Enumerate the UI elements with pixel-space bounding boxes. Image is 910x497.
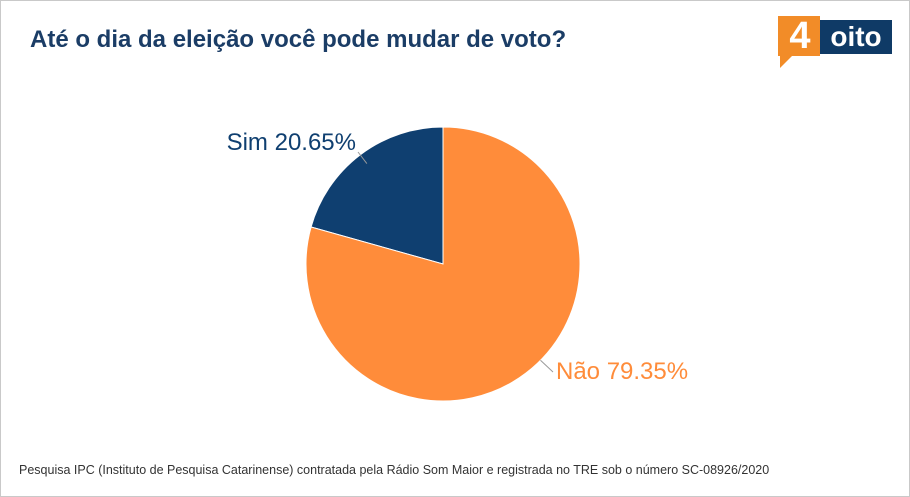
chart-title: Até o dia da eleição você pode mudar de … bbox=[30, 26, 567, 53]
leader-line-nao bbox=[540, 359, 554, 373]
logo-tile bbox=[778, 16, 820, 56]
source-note: Pesquisa IPC (Instituto de Pesquisa Cata… bbox=[19, 463, 770, 477]
slice-label-nao: Não 79.35% bbox=[556, 358, 688, 385]
pie-slice-nao bbox=[305, 126, 581, 402]
slice-label-sim: Sim 20.65% bbox=[227, 129, 356, 156]
leader-line-sim bbox=[357, 151, 368, 164]
brand-logo: 4 oito bbox=[778, 14, 892, 70]
logo-number: 4 bbox=[789, 15, 811, 57]
logo-tail bbox=[780, 56, 792, 68]
logo-word: oito bbox=[820, 20, 892, 54]
